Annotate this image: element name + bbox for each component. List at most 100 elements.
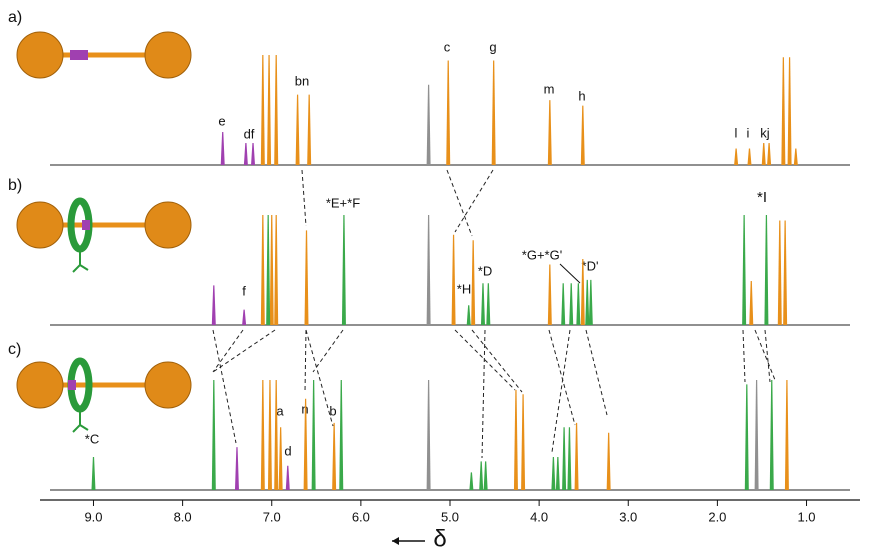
peak [446,60,451,165]
peak [220,132,225,165]
peak [588,279,593,325]
peak [767,143,772,165]
peak [787,57,792,166]
peak [211,285,216,325]
peak [311,380,316,490]
peak [91,457,96,490]
peak [278,427,283,490]
peak [793,148,798,165]
peak [274,215,279,325]
peak [574,422,579,490]
peak [242,309,247,325]
x-tick-label: 3.0 [619,509,637,524]
peak [555,457,560,490]
x-tick-label: 4.0 [530,509,548,524]
peak [243,143,248,165]
peak-label: *D' [582,258,599,273]
peak [451,234,456,325]
peak [491,60,496,165]
peak [274,55,279,165]
peak [307,94,312,165]
peak [339,380,344,490]
axis-arrow-head [392,537,399,545]
peak [561,283,566,325]
peak-label: c [444,39,451,54]
peak [761,143,766,165]
peak [332,422,337,490]
x-tick-label: 9.0 [84,509,102,524]
peak-label: e [218,113,225,128]
peak [744,384,749,490]
peak [784,380,789,490]
peak-label: d [284,443,291,458]
peak [285,465,290,490]
peak [426,84,431,165]
peak [580,105,585,165]
peak [585,279,590,325]
peak-label: m [544,81,555,96]
peak [341,215,346,325]
peak [547,264,552,325]
peak [267,55,272,165]
peak [580,259,585,325]
peak [783,220,788,325]
x-tick-label: 6.0 [352,509,370,524]
x-tick-label: 2.0 [708,509,726,524]
x-axis-label: δ [433,525,446,552]
peak-label: *D [478,263,492,278]
panel-label: b) [8,177,22,194]
peak [521,394,526,490]
peak [267,380,272,490]
x-tick-label: 1.0 [797,509,815,524]
peak [269,215,274,325]
peak [480,283,485,325]
peak-label: *E+*F [326,195,360,210]
peak-label: b [329,403,336,418]
peak-label: kj [760,125,770,140]
peak [486,283,491,325]
panel-label: a) [8,9,22,26]
peak [769,380,774,490]
peak-label: *I [757,189,767,206]
peak [426,380,431,490]
x-tick-label: 5.0 [441,509,459,524]
peak [260,55,265,165]
peak [567,427,572,490]
peak-label: a [276,403,284,418]
peak [562,427,567,490]
peak [742,215,747,325]
peak [260,380,265,490]
peak [606,432,611,490]
peak [260,215,265,325]
peak [781,57,786,166]
peak [211,380,216,490]
x-tick-label: 7.0 [263,509,281,524]
peak [274,380,279,490]
peak-label: *G+*G' [522,247,562,262]
peak [471,240,476,325]
peak [764,215,769,325]
peak [234,447,239,490]
panel-label: c) [8,341,21,358]
peak [483,461,488,490]
peak [551,457,556,490]
peak [479,461,484,490]
peak [749,281,754,325]
peak-label: f [242,283,246,298]
peak [469,472,474,490]
peak-label: bn [295,73,309,88]
peak [576,283,581,325]
peak [513,389,518,490]
peak-label: df [244,126,255,141]
peak [754,380,759,490]
peak-label: g [489,39,496,54]
molecule-b [16,197,192,273]
peak [251,143,256,165]
peak [777,220,782,325]
peak-label: *H [457,281,471,296]
peak-label: l [735,125,738,140]
peak-label: i [747,125,750,140]
peak [426,215,431,325]
peak [747,148,752,165]
